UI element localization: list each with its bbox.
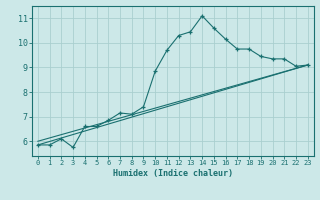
X-axis label: Humidex (Indice chaleur): Humidex (Indice chaleur) — [113, 169, 233, 178]
